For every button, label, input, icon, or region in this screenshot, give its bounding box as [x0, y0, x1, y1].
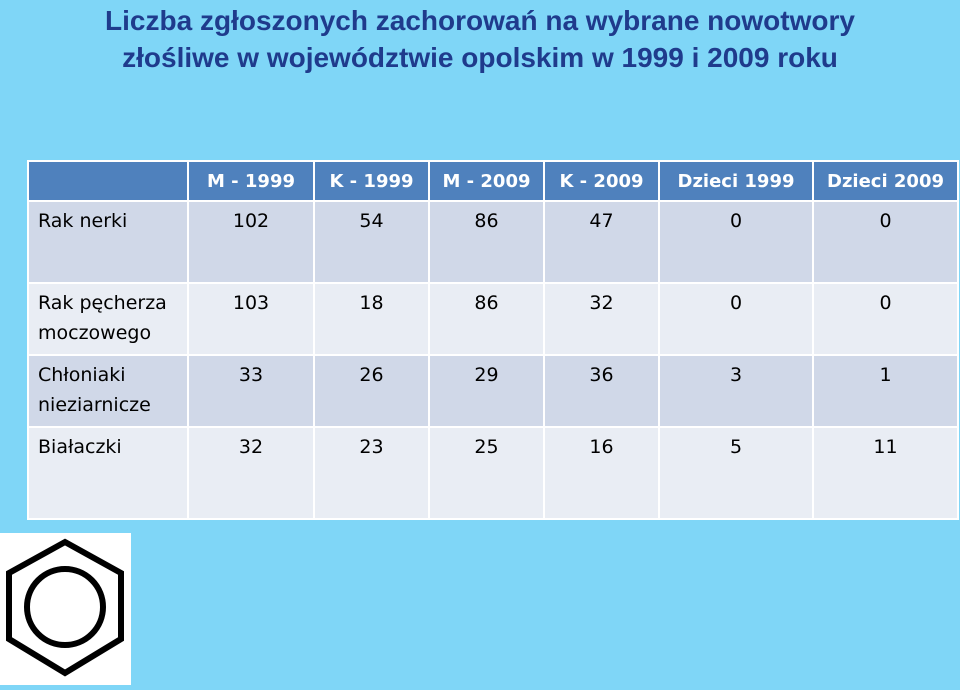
- table-cell: 47: [543, 200, 660, 284]
- table-row: Rak nerki 102 54 86 47 0 0: [27, 200, 959, 284]
- table-cell: 1: [812, 354, 959, 428]
- table-cell: 32: [543, 282, 660, 356]
- table-row: Rak pęcherza moczowego 103 18 86 32 0 0: [27, 282, 959, 356]
- table-cell: 0: [812, 282, 959, 356]
- page-title: Liczba zgłoszonych zachorowań na wybrane…: [0, 2, 960, 76]
- column-header-dzieci-1999: Dzieci 1999: [658, 160, 814, 202]
- table-cell: 11: [812, 426, 959, 520]
- column-header-dzieci-2009: Dzieci 2009: [812, 160, 959, 202]
- table-cell: 32: [187, 426, 315, 520]
- table-cell: 0: [658, 282, 814, 356]
- table-cell: 36: [543, 354, 660, 428]
- cancer-cases-table: M - 1999 K - 1999 M - 2009 K - 2009 Dzie…: [27, 160, 959, 520]
- table-cell: 16: [543, 426, 660, 520]
- table-cell: 0: [812, 200, 959, 284]
- table-cell: 23: [313, 426, 430, 520]
- column-header-m-1999: M - 1999: [187, 160, 315, 202]
- table-cell: 86: [428, 282, 545, 356]
- table-row: Chłoniaki nieziarnicze 33 26 29 36 3 1: [27, 354, 959, 428]
- table-cell: 3: [658, 354, 814, 428]
- table-cell: 0: [658, 200, 814, 284]
- row-label: Białaczki: [27, 426, 189, 520]
- table-cell: 5: [658, 426, 814, 520]
- table-cell: 25: [428, 426, 545, 520]
- column-header-m-2009: M - 2009: [428, 160, 545, 202]
- column-header-k-2009: K - 2009: [543, 160, 660, 202]
- table-cell: 54: [313, 200, 430, 284]
- row-label: Rak nerki: [27, 200, 189, 284]
- table-row: Białaczki 32 23 25 16 5 11: [27, 426, 959, 520]
- table-header-row: M - 1999 K - 1999 M - 2009 K - 2009 Dzie…: [27, 160, 959, 202]
- title-line-1: Liczba zgłoszonych zachorowań na wybrane…: [105, 5, 855, 36]
- table-cell: 103: [187, 282, 315, 356]
- benzene-ring-icon: [0, 533, 131, 685]
- table-cell: 102: [187, 200, 315, 284]
- row-label: Rak pęcherza moczowego: [27, 282, 189, 356]
- table-cell: 18: [313, 282, 430, 356]
- table-cell: 33: [187, 354, 315, 428]
- table-cell: 26: [313, 354, 430, 428]
- title-line-2: złośliwe w województwie opolskim w 1999 …: [122, 42, 838, 73]
- table-cell: 29: [428, 354, 545, 428]
- row-label: Chłoniaki nieziarnicze: [27, 354, 189, 428]
- column-header-empty: [27, 160, 189, 202]
- column-header-k-1999: K - 1999: [313, 160, 430, 202]
- table-cell: 86: [428, 200, 545, 284]
